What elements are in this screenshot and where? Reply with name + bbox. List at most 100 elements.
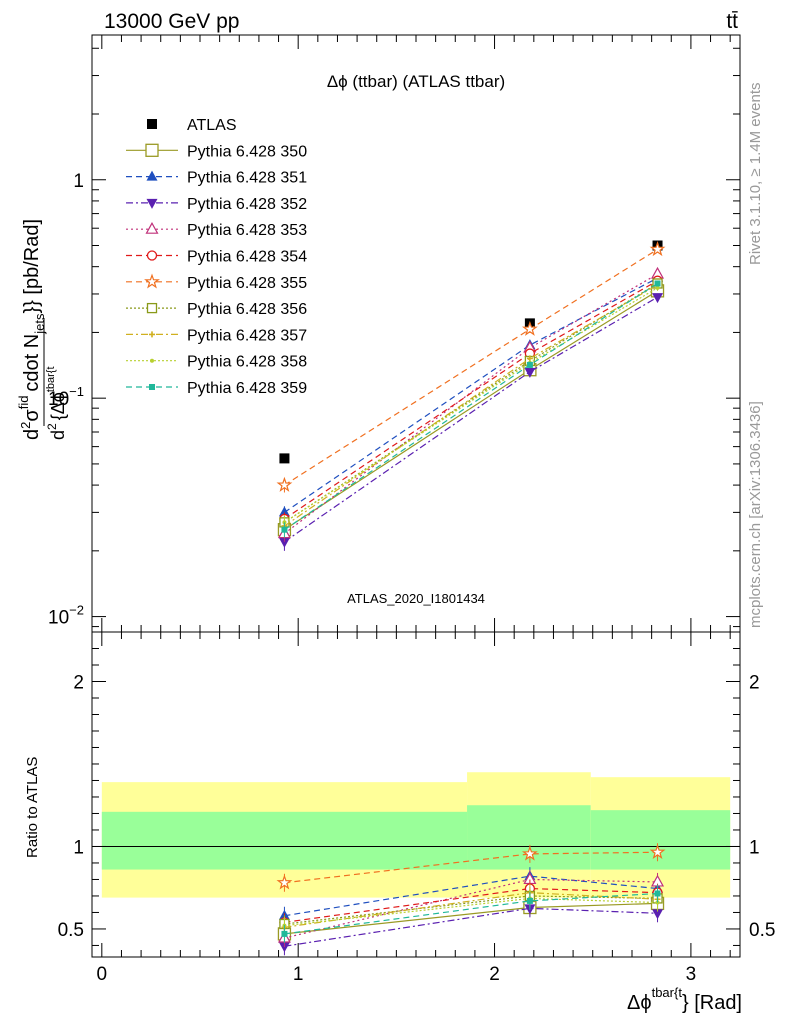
main-y-axis-label: d2σfidcdot Njets}} [pb/Rad] d2{Δϕtbar{t [16, 219, 68, 440]
ratio-y-ticks: 0.5 0.5 1 1 2 2 [58, 647, 775, 946]
legend-entry: Pythia 6.428 352 [126, 196, 307, 213]
data-point [526, 361, 533, 368]
series-line [284, 280, 658, 520]
legend-label: Pythia 6.428 353 [187, 222, 307, 239]
legend-label: Pythia 6.428 358 [187, 354, 307, 371]
main-x-ticks [101, 35, 731, 632]
plot-title: Δϕ (ttbar) (ATLAS ttbar) [327, 72, 505, 91]
y-tick-base: 10 [48, 608, 69, 629]
series-3 [278, 293, 664, 551]
y-tick-label: 10−2 [48, 603, 84, 629]
green-band [467, 805, 591, 870]
uncertainty-bands [101, 772, 731, 898]
ratio-point [655, 900, 660, 905]
mcplots-label: mcplots.cern.ch [arXiv:1306.3436] [747, 401, 764, 628]
x-axis-label: Δϕtbar{t} [Rad] [627, 985, 742, 1014]
legend-marker [145, 143, 159, 157]
legend-marker [146, 198, 158, 209]
ratio-line [284, 897, 658, 927]
green-band [590, 810, 731, 870]
data-point [652, 293, 664, 304]
ratio-point [649, 843, 666, 859]
series-5 [279, 275, 663, 526]
ratio-point [278, 942, 290, 953]
ratio-point [281, 930, 288, 937]
ratio-point [521, 845, 538, 861]
series-line [284, 284, 658, 527]
ratio-line [284, 887, 658, 923]
x-tick-label: 3 [686, 964, 697, 985]
ratio-series-9 [281, 884, 661, 943]
y-tick-label: 2 [73, 672, 84, 693]
ratio-panel: 0.5 0.5 1 1 2 2 0 1 2 3 [58, 632, 775, 985]
ratio-point [652, 909, 664, 920]
legend-marker [146, 302, 158, 314]
y-tick-label: 10−1 [48, 384, 84, 410]
data-point [281, 526, 288, 533]
analysis-watermark: ATLAS_2020_I1801434 [347, 591, 485, 606]
data-point [655, 285, 660, 290]
series-line [284, 296, 658, 543]
ratio-line [284, 892, 658, 935]
ratio-line [284, 875, 658, 917]
ratio-point [276, 874, 293, 890]
green-band [101, 811, 468, 870]
data-point [524, 367, 536, 378]
y-tick-label-right: 1 [749, 837, 760, 858]
series-10 [281, 280, 661, 538]
legend-label: Pythia 6.428 359 [187, 380, 307, 397]
legend-label: Pythia 6.428 352 [187, 196, 307, 213]
legend-entry: Pythia 6.428 355 [126, 273, 307, 292]
data-point [654, 280, 661, 287]
legend-marker [147, 119, 157, 129]
legend-entry: Pythia 6.428 356 [126, 301, 307, 318]
series-line [284, 277, 658, 513]
data-point [278, 506, 290, 517]
ratio-frame [91, 631, 741, 958]
ratio-series-5 [276, 843, 666, 892]
x-tick-label: 0 [97, 964, 108, 985]
svg-text:d2σfidcdot Njets}} [pb/Rad]: d2σfidcdot Njets}} [pb/Rad] [16, 219, 47, 440]
ratio-line [284, 907, 658, 947]
legend-label: ATLAS [187, 117, 237, 134]
y-tick-exponent: −2 [69, 603, 84, 618]
rivet-version-label: Rivet 3.1.10, ≥ 1.4M events [747, 83, 764, 266]
x-tick-label: 2 [489, 964, 500, 985]
y-tick-label: 0.5 [58, 920, 84, 941]
legend-entry: Pythia 6.428 354 [126, 249, 307, 266]
legend-entry: Pythia 6.428 351 [126, 170, 307, 187]
legend-entry: Pythia 6.428 359 [126, 380, 307, 397]
x-tick-label: 1 [293, 964, 304, 985]
series-line [284, 248, 658, 486]
process-label: tt̄ [726, 10, 738, 33]
legend-marker [145, 221, 159, 234]
y-tick-label-right: 0.5 [749, 920, 775, 941]
svg-text:Δϕtbar{t} [Rad]: Δϕtbar{t} [Rad] [627, 985, 742, 1014]
legend-marker [146, 170, 158, 181]
series-line [284, 290, 658, 531]
legend-label: Pythia 6.428 357 [187, 327, 307, 344]
series-1 [277, 284, 665, 538]
data-point [279, 453, 290, 464]
data-point [521, 320, 538, 336]
legend: ATLAS Pythia 6.428 350 Pythia 6.428 351 Pyt… [126, 117, 307, 397]
data-point [276, 476, 293, 492]
series-6 [276, 241, 666, 493]
series-0 [279, 240, 663, 464]
ratio-point [526, 897, 533, 904]
legend-marker [149, 384, 155, 390]
main-panel: 10−210−11 [48, 35, 740, 632]
legend-marker [150, 358, 154, 363]
legend-label: Pythia 6.428 354 [187, 249, 307, 266]
series-line [284, 273, 658, 535]
ratio-line [284, 851, 658, 884]
legend-marker [144, 273, 160, 289]
legend-entry: Pythia 6.428 357 [126, 327, 307, 344]
legend-marker [146, 250, 158, 261]
ratio-y-axis-label: Ratio to ATLAS [24, 757, 41, 858]
legend-label: Pythia 6.428 356 [187, 301, 307, 318]
legend-entry: Pythia 6.428 358 [126, 354, 307, 371]
svg-text:d2{Δϕtbar{t: d2{Δϕtbar{t [45, 366, 68, 440]
legend-entry: Pythia 6.428 350 [126, 143, 307, 160]
